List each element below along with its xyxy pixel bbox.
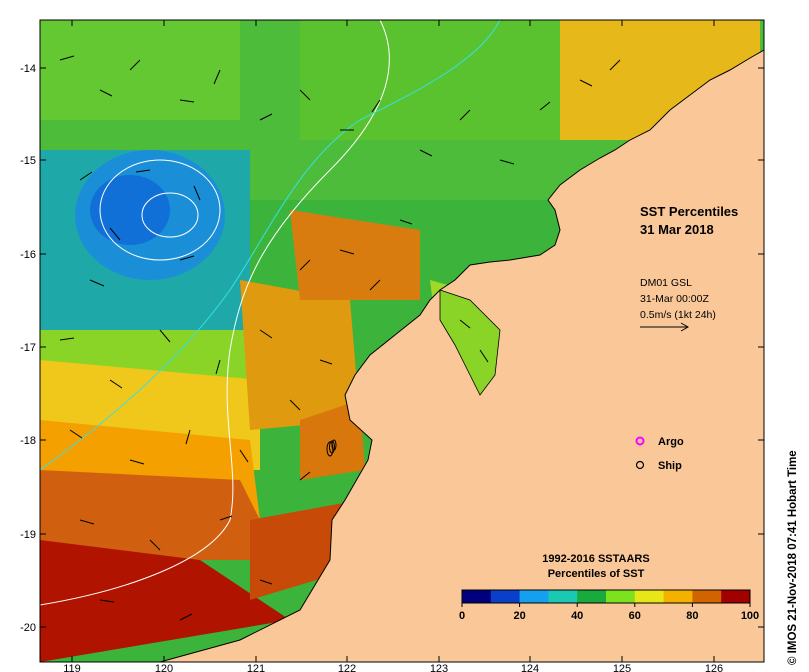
x-tick-label: 120 [155, 663, 173, 672]
current-vectors [59, 55, 621, 621]
colorbar-tick-label: 60 [629, 610, 641, 622]
colorbar-border [461, 589, 751, 604]
bathymetry-contours [39, 19, 390, 606]
colorbar-swatch [490, 590, 521, 603]
x-tick-labels: 119 120 121 122 123 124 125 126 [63, 663, 723, 672]
y-tick-label: -20 [20, 622, 36, 634]
y-tick-label: -16 [20, 249, 36, 261]
x-tick-label: 124 [521, 663, 539, 672]
y-tick-label: -14 [20, 63, 36, 75]
y-tick-label: -17 [20, 342, 36, 354]
colorbar-tick-label: 100 [741, 610, 759, 622]
colorbar-swatch [692, 590, 722, 603]
cyan-contour [39, 19, 501, 471]
x-tick-label: 126 [705, 663, 723, 672]
ship-legend: Ship [635, 460, 682, 472]
map-date: 31 Mar 2018 [640, 222, 714, 237]
x-tick-label: 122 [338, 663, 356, 672]
colorbar-swatch [634, 590, 665, 603]
colorbar-tick-label: 40 [571, 610, 583, 622]
colorbar-swatch [462, 590, 492, 603]
map-frame [39, 19, 765, 663]
scale-arrow-icon [640, 322, 690, 332]
credit-line: © IMOS 21-Nov-2018 07:41 Hobart Time [787, 450, 799, 665]
current-source: DM01 GSL [640, 277, 692, 289]
current-time: 31-Mar 00:00Z [640, 293, 709, 305]
colorbar-swatch [721, 590, 751, 603]
inlet [439, 289, 501, 396]
y-axis [40, 67, 764, 628]
y-tick-label: -18 [20, 435, 36, 447]
colorbar-ticks: 0 20 40 60 80 100 [459, 603, 759, 622]
y-tick-label: -15 [20, 155, 36, 167]
x-tick-label: 119 [63, 663, 81, 672]
y-tick-label: -19 [20, 529, 36, 541]
colorbar-tick-label: 20 [513, 610, 525, 622]
colorbar-swatch [548, 590, 578, 603]
argo-marker-icon [635, 436, 645, 446]
colorbar-tick-label: 80 [686, 610, 698, 622]
ship-label: Ship [658, 460, 682, 472]
x-tick-label: 125 [613, 663, 631, 672]
colorbar-swatch [606, 590, 636, 603]
argo-legend: Argo [635, 436, 684, 448]
ship-track [326, 439, 337, 457]
colorbar [461, 589, 751, 604]
argo-label: Argo [658, 436, 684, 448]
colorbar-title: 1992-2016 SSTAARS [542, 553, 649, 565]
map-title: SST Percentiles [640, 204, 738, 219]
current-scale: 0.5m/s (1kt 24h) [640, 309, 716, 321]
colorbar-swatch [519, 590, 549, 603]
x-axis [71, 20, 715, 662]
x-tick-label: 121 [247, 663, 265, 672]
colorbar-tick-label: 0 [459, 610, 465, 622]
colorbar-swatch [663, 590, 693, 603]
colorbar-swatch [577, 590, 607, 603]
y-tick-labels: -14 -15 -16 -17 -18 -19 -20 [20, 63, 36, 634]
x-tick-label: 123 [430, 663, 448, 672]
ship-marker-icon [635, 460, 645, 470]
colorbar-subtitle: Percentiles of SST [548, 568, 645, 580]
